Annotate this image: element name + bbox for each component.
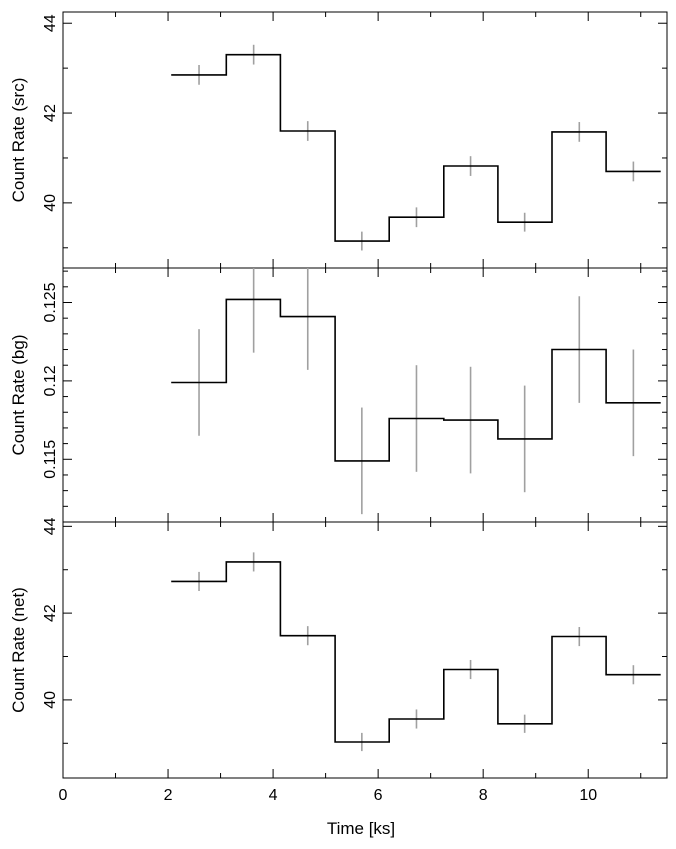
shared-x-axis: 0 2 4 6 8 10 xyxy=(59,787,598,804)
x-tick-label: 10 xyxy=(579,787,597,804)
y-axis-label: Count Rate (src) xyxy=(9,78,28,203)
y-tick-label: 0.125 xyxy=(42,282,59,322)
y-tick-label: 40 xyxy=(42,194,59,212)
y-axis-label: Count Rate (bg) xyxy=(9,335,28,456)
plot-frame xyxy=(62,267,668,523)
y-tick-label: 0.115 xyxy=(42,440,59,479)
x-tick-label: 6 xyxy=(374,787,383,804)
y-tick-label: 42 xyxy=(42,604,59,622)
panel-net: 40 42 44 Count Rate (net) xyxy=(9,517,668,779)
y-tick-label: 42 xyxy=(42,104,59,122)
x-tick-label: 0 xyxy=(59,787,68,804)
x-tick-label: 4 xyxy=(269,787,278,804)
step-line xyxy=(171,53,661,242)
y-tick-label: 40 xyxy=(42,691,59,709)
panel-bg: 0.115 0.12 0.125 Count Rate (bg) xyxy=(9,267,668,523)
plot-frame xyxy=(62,11,668,269)
x-tick-label: 2 xyxy=(164,787,173,804)
step-line xyxy=(171,561,661,743)
y-tick-label: 44 xyxy=(42,14,59,32)
plot-frame xyxy=(62,521,668,779)
y-tick-label: 0.12 xyxy=(42,365,59,396)
x-axis-label: Time [ks] xyxy=(327,819,395,838)
x-tick-label: 8 xyxy=(479,787,488,804)
panel-src: 40 42 44 Count Rate (src) xyxy=(9,11,668,269)
y-axis-label: Count Rate (net) xyxy=(9,587,28,713)
y-tick-label: 44 xyxy=(42,517,59,535)
step-line xyxy=(171,298,661,462)
